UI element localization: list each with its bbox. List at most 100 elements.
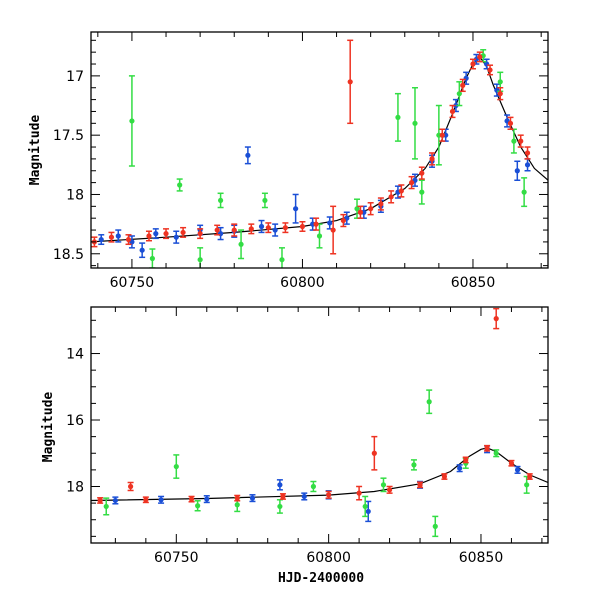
bottom-y-axis-title: Magnitude (41, 392, 56, 463)
data-point (417, 482, 423, 488)
data-point (158, 497, 164, 503)
x-tick-label: 60750 (154, 550, 199, 566)
data-point (277, 503, 283, 510)
data-point (272, 227, 278, 233)
data-point (508, 460, 515, 466)
data-point (204, 496, 210, 502)
data-point (419, 189, 425, 195)
data-point (238, 241, 244, 247)
data-point (108, 234, 115, 240)
data-point (426, 399, 432, 405)
data-point (524, 482, 530, 488)
blue-series (98, 53, 531, 259)
y-tick-label: 18 (66, 479, 84, 495)
data-point (248, 226, 254, 232)
data-point (493, 450, 499, 456)
data-point (362, 503, 368, 510)
data-point (316, 233, 323, 239)
data-point (429, 156, 435, 162)
x-tick-label: 60800 (280, 275, 325, 291)
data-point (497, 91, 503, 97)
data-point (457, 465, 463, 471)
data-point (330, 227, 336, 233)
data-point (280, 493, 286, 500)
data-point (347, 79, 353, 85)
data-point (293, 206, 299, 212)
data-point (449, 108, 456, 115)
data-point (249, 495, 256, 501)
data-point (180, 229, 186, 236)
data-point (103, 503, 109, 510)
y-tick-label: 16 (66, 413, 84, 429)
data-point (395, 114, 401, 120)
data-point (234, 502, 240, 508)
data-point (128, 483, 134, 490)
model-curve (91, 447, 548, 502)
data-point (521, 189, 527, 195)
data-point (354, 206, 360, 212)
data-point (262, 197, 268, 204)
red-series (91, 39, 531, 255)
data-point (453, 102, 459, 109)
data-point (365, 508, 371, 515)
data-point (153, 231, 159, 237)
y-tick-label: 18.5 (53, 247, 84, 263)
data-point (484, 445, 490, 451)
data-point (125, 236, 132, 243)
data-point (310, 483, 317, 490)
top-light-curve-panel: 60750 60800 60850 17 17.5 18 18.5 (53, 31, 549, 291)
data-point (356, 490, 362, 496)
data-point (411, 462, 417, 468)
data-point (441, 473, 448, 480)
y-tick-label: 18 (66, 187, 84, 203)
data-point (97, 497, 103, 504)
y-tick-label: 17 (66, 69, 84, 85)
x-tick-label: 60850 (451, 275, 496, 291)
data-point (357, 209, 364, 215)
data-point (477, 54, 483, 60)
data-point (279, 257, 285, 263)
plot-area (91, 307, 548, 538)
data-point (511, 138, 517, 144)
data-point (371, 450, 377, 456)
data-point (231, 227, 237, 233)
data-point (460, 82, 466, 88)
data-point (301, 493, 307, 500)
data-point (439, 132, 445, 138)
data-point (514, 467, 521, 473)
data-point (195, 503, 201, 509)
top-y-axis-title: Magnitude (28, 115, 43, 186)
data-point (524, 162, 531, 168)
green-series (128, 49, 528, 268)
data-point (98, 236, 104, 243)
data-point (173, 463, 179, 470)
data-point (514, 168, 520, 174)
data-point (378, 201, 384, 207)
data-point (313, 221, 319, 227)
data-point (398, 188, 404, 194)
data-point (149, 255, 155, 262)
model-curve (91, 55, 548, 243)
plot-area (91, 39, 548, 268)
data-point (277, 482, 283, 488)
data-point (326, 492, 332, 498)
blue-series (112, 445, 521, 523)
data-point (419, 170, 425, 176)
y-tick-label: 17.5 (53, 128, 84, 144)
data-point (497, 79, 503, 85)
data-point (146, 233, 152, 239)
bottom-x-axis-title: HJD-2400000 (278, 571, 364, 586)
data-point (177, 182, 183, 188)
data-point (388, 194, 394, 200)
data-point (463, 457, 469, 463)
data-point (518, 138, 524, 144)
data-point (217, 197, 224, 204)
data-point (188, 496, 195, 502)
data-point (507, 120, 514, 126)
data-point (380, 482, 387, 488)
data-point (258, 223, 265, 230)
data-point (112, 497, 118, 504)
green-series (103, 389, 530, 538)
bottom-light-curve-panel: 60750 60800 60850 14 16 18 (66, 306, 549, 566)
data-point (197, 231, 203, 237)
